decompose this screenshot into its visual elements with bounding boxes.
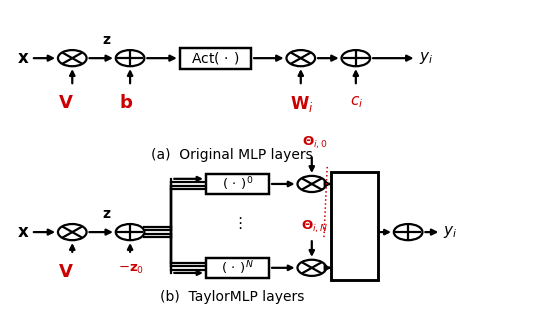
Text: $\mathrm{Act}(\,\cdot\,)$: $\mathrm{Act}(\,\cdot\,)$ xyxy=(191,50,240,66)
Text: $c_i$: $c_i$ xyxy=(351,94,364,110)
Text: $\mathbf{V}$: $\mathbf{V}$ xyxy=(58,94,73,112)
Text: $-\mathbf{z}_0$: $-\mathbf{z}_0$ xyxy=(118,262,144,275)
Circle shape xyxy=(298,176,326,192)
Text: $y_i$: $y_i$ xyxy=(443,224,457,240)
Bar xyxy=(179,48,251,69)
Circle shape xyxy=(286,50,315,66)
Text: $\boldsymbol{\Theta}_{i,0}$: $\boldsymbol{\Theta}_{i,0}$ xyxy=(301,135,327,151)
Circle shape xyxy=(342,50,370,66)
Circle shape xyxy=(58,50,87,66)
Text: $\mathbf{z}$: $\mathbf{z}$ xyxy=(102,207,112,221)
Circle shape xyxy=(58,224,87,240)
Text: $(\,\cdot\,)^N$: $(\,\cdot\,)^N$ xyxy=(221,259,254,277)
Bar xyxy=(331,172,378,280)
Text: $\mathbf{V}$: $\mathbf{V}$ xyxy=(58,262,73,280)
Circle shape xyxy=(394,224,422,240)
Bar xyxy=(206,174,269,194)
Circle shape xyxy=(298,260,326,276)
Text: (b)  TaylorMLP layers: (b) TaylorMLP layers xyxy=(160,290,304,305)
Text: $(\,\cdot\,)^0$: $(\,\cdot\,)^0$ xyxy=(222,175,253,193)
Text: $y_i$: $y_i$ xyxy=(419,50,433,66)
Circle shape xyxy=(116,50,145,66)
Text: $\boldsymbol{\Theta}_{i,N}$: $\boldsymbol{\Theta}_{i,N}$ xyxy=(301,219,329,235)
Text: $\mathbf{z}$: $\mathbf{z}$ xyxy=(102,33,112,47)
Bar xyxy=(206,258,269,278)
Text: $\mathbf{x}$: $\mathbf{x}$ xyxy=(17,223,30,241)
Text: $\mathbf{W}_i$: $\mathbf{W}_i$ xyxy=(290,94,314,114)
Text: $\mathbf{x}$: $\mathbf{x}$ xyxy=(17,49,30,67)
Text: $\vdots$: $\vdots$ xyxy=(232,215,243,231)
Text: (a)  Original MLP layers: (a) Original MLP layers xyxy=(151,148,313,162)
Circle shape xyxy=(116,224,145,240)
Text: $\mathbf{b}$: $\mathbf{b}$ xyxy=(119,94,132,112)
